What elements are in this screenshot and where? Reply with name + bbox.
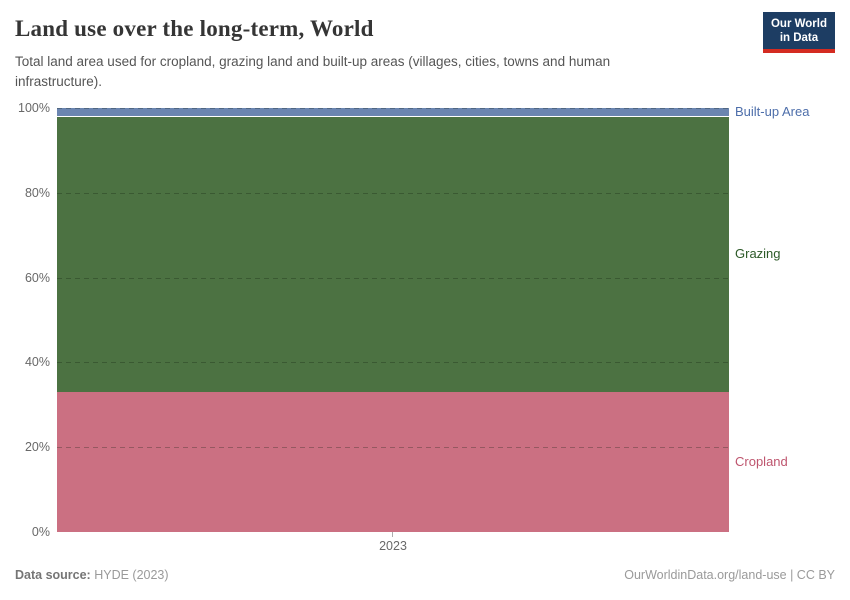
chart-subtitle: Total land area used for cropland, grazi… (15, 54, 611, 90)
series-label-grazing[interactable]: Grazing (735, 246, 781, 262)
chart-footer: Data source: HYDE (2023) OurWorldinData.… (15, 568, 835, 582)
owid-logo-line2: in Data (779, 32, 819, 45)
data-source-value: HYDE (2023) (90, 568, 169, 582)
y-tick-label-40: 40% (24, 355, 50, 370)
owid-logo-line1: Our World (770, 18, 827, 30)
y-tick-label-80: 80% (24, 185, 50, 200)
area-grazing[interactable] (57, 116, 729, 393)
area-built-up-area[interactable] (57, 108, 729, 117)
series-label-built-up-area[interactable]: Built-up Area (735, 104, 810, 120)
data-source-label: Data source: (15, 568, 91, 582)
x-axis-label: 2023 (379, 539, 407, 553)
data-source: Data source: HYDE (2023) (15, 568, 169, 582)
y-tick-label-0: 0% (31, 525, 50, 539)
x-axis-tick (392, 532, 393, 537)
y-tick-label-60: 60% (24, 270, 50, 285)
y-tick-label-100: 100% (18, 101, 50, 115)
plot-area[interactable] (57, 108, 729, 532)
y-tick-label-20: 20% (24, 440, 50, 455)
series-label-cropland[interactable]: Cropland (735, 454, 788, 470)
credit-link[interactable]: OurWorldinData.org/land-use | CC BY (624, 568, 835, 582)
owid-logo[interactable]: Our World in Data (762, 12, 835, 53)
area-cropland[interactable] (57, 392, 729, 532)
page-title: Land use over the long-term, World (15, 16, 374, 41)
